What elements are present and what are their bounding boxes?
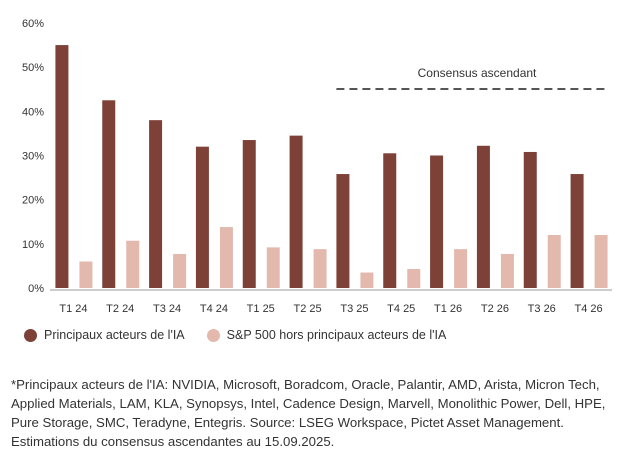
x-tick-label: T1 26 — [434, 303, 462, 315]
x-tick-label: T2 26 — [481, 303, 509, 315]
legend-item-primary: Principaux acteurs de l'IA — [24, 328, 185, 342]
x-axis: T1 24 T2 24 T3 24 T4 24 T1 25 T2 25 T3 25 T4 25… — [50, 289, 612, 315]
consensus-label: Consensus ascendant — [418, 66, 537, 80]
bar-secondary — [407, 269, 421, 288]
bar-primary — [102, 100, 116, 289]
x-tick-label: T2 24 — [106, 303, 134, 315]
x-tick-label: T4 25 — [387, 303, 415, 315]
bar-primary — [430, 155, 444, 288]
bar-primary — [570, 174, 584, 288]
bar-primary — [383, 153, 397, 288]
bar-secondary — [126, 240, 140, 288]
consensus-annotation: Consensus ascendant — [336, 66, 608, 90]
bars — [55, 45, 608, 289]
bar-secondary — [454, 249, 468, 288]
bar-secondary — [219, 227, 233, 288]
bar-secondary — [547, 235, 561, 288]
x-tick-label: T4 24 — [200, 303, 228, 315]
x-tick-label: T3 25 — [340, 303, 368, 315]
y-tick-label: 10% — [22, 239, 44, 251]
bar-primary — [149, 120, 163, 289]
x-tick-label: T2 25 — [294, 303, 322, 315]
bar-secondary — [313, 249, 327, 288]
bar-primary — [55, 45, 69, 289]
bar-secondary — [79, 261, 93, 288]
legend-label-secondary: S&P 500 hors principaux acteurs de l'IA — [226, 328, 447, 342]
bar-secondary — [173, 253, 187, 288]
x-tick-label: T3 24 — [153, 303, 181, 315]
legend-label-primary: Principaux acteurs de l'IA — [44, 328, 185, 342]
y-tick-label: 60% — [22, 18, 44, 30]
bar-primary — [289, 135, 303, 288]
legend-swatch-secondary — [206, 328, 220, 342]
footnote: *Principaux acteurs de l'IA: NVIDIA, Mic… — [11, 377, 606, 449]
bar-secondary — [360, 272, 374, 288]
legend-item-secondary: S&P 500 hors principaux acteurs de l'IA — [206, 328, 447, 342]
y-axis: 0% 10% 20% 30% 40% 50% 60% — [22, 18, 44, 295]
bar-primary — [195, 146, 209, 288]
y-tick-label: 0% — [28, 283, 44, 295]
bar-secondary — [500, 253, 514, 288]
bar-secondary — [594, 235, 608, 288]
bar-chart: 0% 10% 20% 30% 40% 50% 60% T1 24 T2 24 T3 24 T4 2… — [22, 18, 612, 315]
bar-primary — [242, 140, 256, 288]
bar-secondary — [266, 247, 280, 288]
y-tick-label: 50% — [22, 62, 44, 74]
y-tick-label: 40% — [22, 106, 44, 118]
x-tick-label: T1 24 — [59, 303, 87, 315]
bar-primary — [523, 151, 537, 288]
legend-swatch-primary — [24, 328, 37, 342]
legend: Principaux acteurs de l'IA S&P 500 hors … — [24, 328, 468, 342]
x-tick-label: T3 26 — [528, 303, 556, 315]
y-tick-label: 30% — [22, 151, 44, 163]
x-tick-label: T4 26 — [575, 303, 603, 315]
x-tick-label: T1 25 — [247, 303, 275, 315]
bar-primary — [336, 174, 350, 288]
y-tick-label: 20% — [22, 195, 44, 207]
bar-primary — [476, 145, 490, 288]
